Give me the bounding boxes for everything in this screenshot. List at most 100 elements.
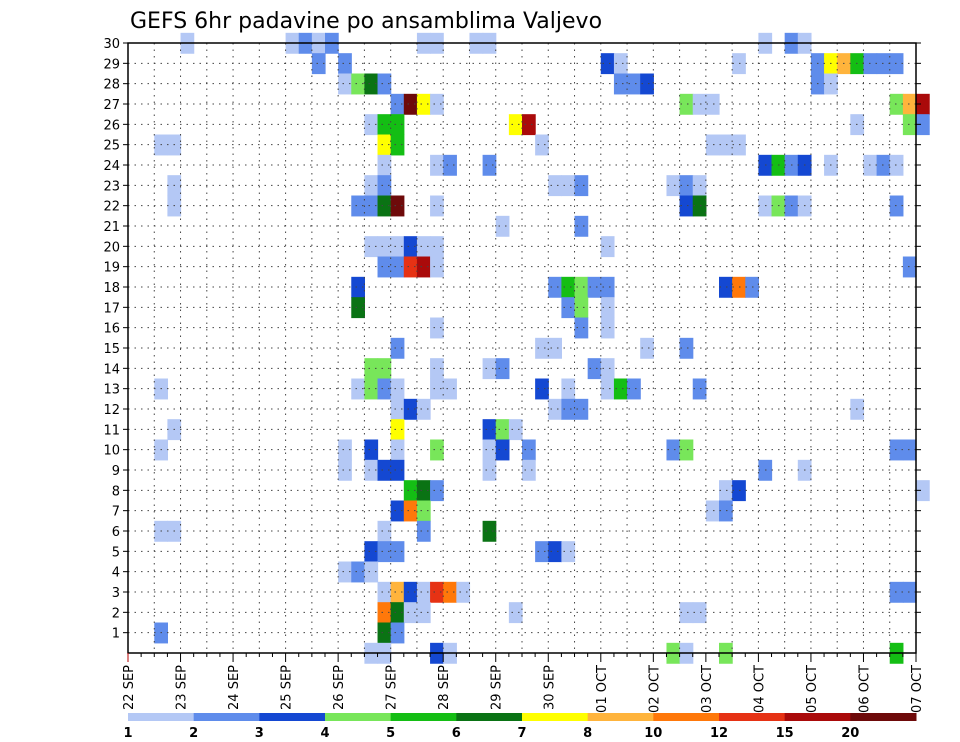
heatmap-cell [732,134,746,156]
heatmap-cell [902,256,917,278]
heatmap-cell [627,73,641,95]
colorbar-label: 8 [583,726,592,741]
heatmap-cell [430,236,444,258]
heatmap-cell [719,480,733,502]
heatmap-cell [338,459,352,481]
heatmap-cell [338,73,352,95]
x-tick-label: 28 SEP [437,665,452,710]
heatmap-cell [390,581,405,603]
x-tick-label: 26 SEP [332,665,347,710]
x-tick-label: 01 OCT [595,665,610,713]
heatmap-cell [430,358,444,380]
heatmap-cell [377,378,392,400]
heatmap-cell [390,378,405,400]
x-tick-label: 29 SEP [490,665,505,710]
heatmap-cell [377,154,392,176]
heatmap-cell [627,378,641,400]
heatmap-cell [889,53,904,75]
x-tick-label: 03 OCT [700,665,715,713]
colorbar-label: 10 [644,726,662,741]
y-tick-label: 29 [103,57,120,72]
heatmap-cell [364,561,379,583]
colorbar-swatch [390,713,457,721]
colorbar-swatch [522,713,589,721]
heatmap-cell [390,337,405,359]
colorbar: 1 2 3 4 5 6 7 8 10 12 15 20 [123,713,917,741]
heatmap-cell [719,134,733,156]
heatmap-cell [548,541,562,563]
heatmap-cell [482,439,497,461]
heatmap-cell [403,480,418,502]
heatmap-cell [416,398,431,420]
heatmap-cell [430,317,444,339]
heatmap-cell [587,276,602,298]
heatmap-cell [548,276,562,298]
heatmap-cell [535,378,549,400]
heatmap-cell [416,602,431,624]
colorbar-label: 20 [841,726,859,741]
y-tick-label: 13 [103,383,120,398]
heatmap-cell [338,439,352,461]
heatmap-cell [377,73,392,95]
heatmap-cell [535,134,549,156]
y-tick-label: 1 [112,627,120,642]
heatmap-cell [613,73,628,95]
heatmap-cell [351,73,365,95]
heatmap-cell [508,419,523,441]
y-tick-label: 30 [103,37,120,52]
x-axis: 22 SEP 23 SEP 24 SEP 25 SEP 26 SEP 27 SEP 28 S… [122,653,925,713]
y-tick-label: 15 [103,342,120,357]
heatmap-cell [377,256,392,278]
heatmap-cell [561,398,576,420]
heatmap-cell [574,175,589,197]
heatmap-cell [416,500,431,522]
heatmap-cell [482,358,497,380]
heatmap-cell [443,154,457,176]
heatmap-cell [364,114,379,136]
y-tick-label: 27 [103,98,120,113]
heatmap-cells [154,32,930,664]
x-tick-label: 27 SEP [385,665,400,710]
heatmap-cell [390,622,405,644]
y-tick-label: 22 [103,200,120,215]
heatmap-cell [522,114,536,136]
heatmap-cell [390,93,405,115]
heatmap-cell [364,541,379,563]
heatmap-cell [390,114,405,136]
heatmap-cell [574,297,589,319]
heatmap-cell [916,480,930,502]
y-tick-label: 6 [112,525,120,540]
heatmap-cell [364,378,379,400]
heatmap-cell [548,337,562,359]
heatmap-cell [443,581,457,603]
heatmap-cell [522,459,536,481]
heatmap-cell [377,581,392,603]
y-tick-label: 2 [112,606,120,621]
heatmap-cell [351,276,365,298]
heatmap-cell [548,398,562,420]
y-tick-label: 12 [103,403,120,418]
heatmap-cell [495,439,510,461]
colorbar-label: 3 [255,726,264,741]
heatmap-cell [377,622,392,644]
colorbar-label: 6 [452,726,461,741]
y-tick-label: 11 [103,423,120,438]
heatmap-cell [600,297,615,319]
heatmap-cell [390,602,405,624]
chart-title: GEFS 6hr padavine po ansamblima Valjevo [130,9,602,34]
heatmap-cell [692,175,707,197]
heatmap-cell [416,236,431,258]
x-tick-label: 02 OCT [647,665,662,713]
heatmap-cell [508,114,523,136]
heatmap-cell [377,602,392,624]
heatmap-cell [416,520,431,542]
heatmap-cell [574,215,589,237]
heatmap-cell [430,256,444,278]
y-tick-label: 26 [103,118,120,133]
heatmap-cell [640,73,654,95]
heatmap-cell [916,93,930,115]
heatmap-cell [403,93,418,115]
colorbar-label: 15 [776,726,794,741]
y-tick-label: 28 [103,78,120,93]
y-tick-label: 9 [112,464,120,479]
